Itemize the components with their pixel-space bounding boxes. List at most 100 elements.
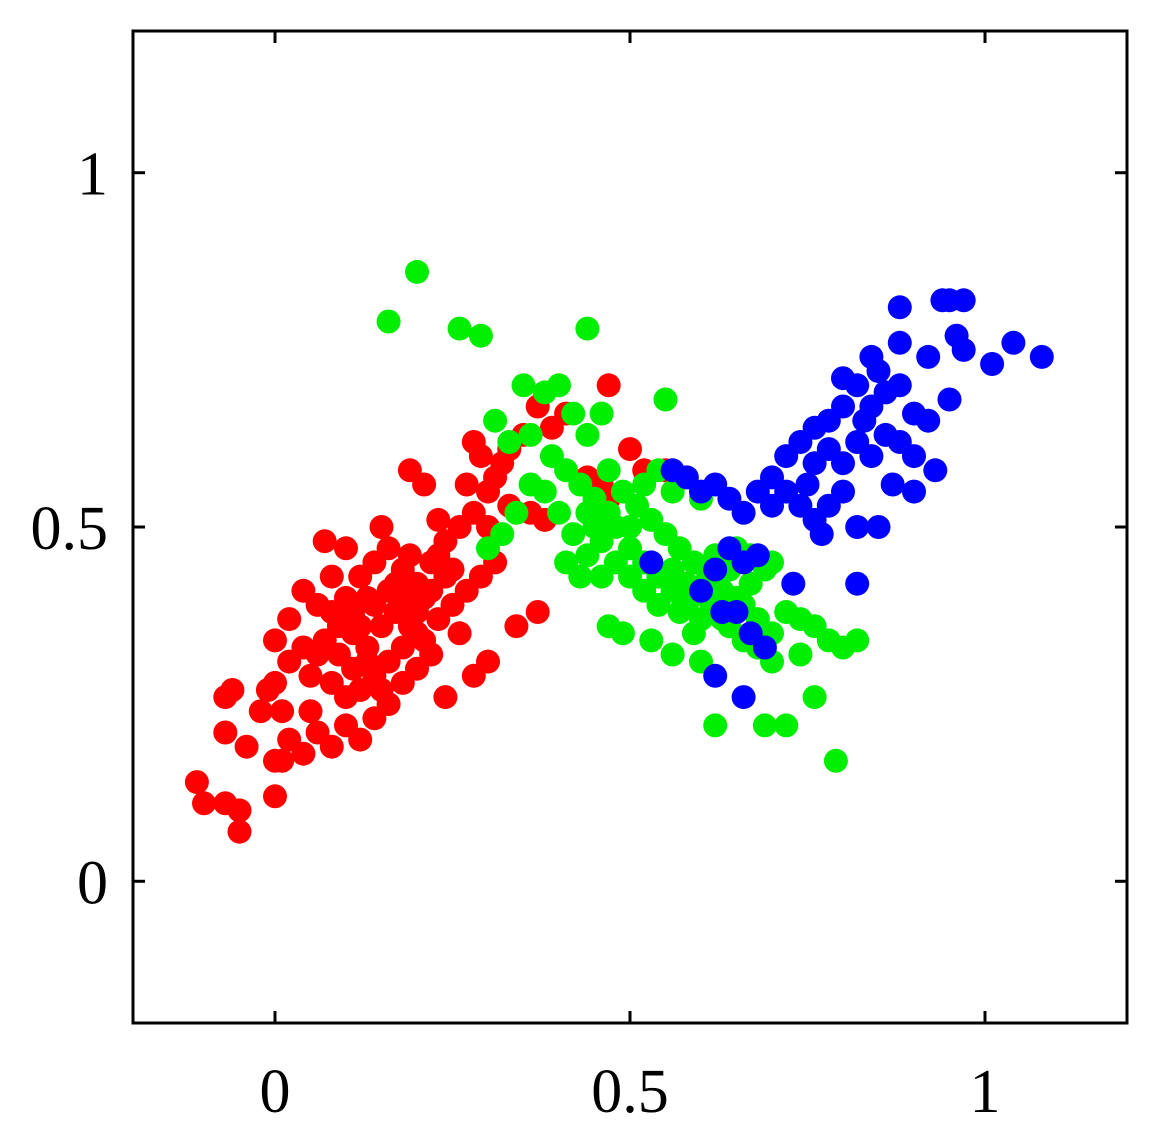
data-point [369,678,394,702]
data-point [227,798,252,823]
data-point [248,699,273,724]
data-point [575,316,600,341]
data-point [937,387,962,412]
data-point [192,791,216,816]
data-point [887,330,912,355]
data-point [255,678,280,702]
data-point [518,422,543,447]
data-point [568,564,593,589]
data-point [319,734,344,759]
data-point [596,373,621,398]
data-point [788,642,813,667]
data-point [831,479,855,504]
x-tick-label: 0.5 [591,1058,669,1125]
data-point [916,344,941,369]
data-point [405,621,429,646]
data-point [703,713,728,738]
data-point [845,628,870,653]
data-point [511,373,536,398]
data-point [660,458,685,483]
data-point [1029,344,1054,369]
data-point [845,430,870,454]
data-point [561,522,586,547]
data-point [951,288,976,313]
data-point [412,472,437,497]
data-point [547,500,571,525]
data-point [376,536,401,561]
data-point [880,472,905,497]
data-point [447,316,472,341]
data-point [369,515,394,539]
data-point [596,614,621,639]
data-point [234,734,259,759]
data-point [355,585,380,610]
x-tick-label: 0 [260,1058,291,1125]
data-point [348,727,373,752]
data-point [951,337,976,362]
data-point [802,451,827,476]
data-point [923,458,948,483]
data-point [305,642,330,667]
data-point [632,472,657,497]
data-point [291,741,316,766]
data-point [426,507,451,532]
data-point [852,408,877,433]
data-point [184,770,209,795]
data-point [312,529,337,554]
data-point [703,557,728,582]
data-point [760,493,784,518]
data-point [859,344,884,369]
data-point [887,373,912,398]
data-point [454,472,479,497]
data-point [468,323,493,348]
data-point [277,607,302,632]
data-point [774,713,799,738]
data-point [618,437,642,462]
data-point [916,408,941,433]
data-point [639,550,664,575]
data-point [681,621,706,646]
data-point [412,585,437,610]
data-point [263,628,287,653]
data-point [845,571,870,596]
data-point [405,259,429,284]
data-point [582,515,607,539]
data-point [270,699,295,724]
data-point [376,309,401,334]
data-point [646,592,671,617]
axis-ticks: 0 0.5 1 0 0.5 1 [31,31,1127,1125]
data-point [490,522,515,547]
data-point [497,430,522,454]
data-point [752,635,777,660]
data-point [845,515,870,539]
y-tick-label: 0.5 [31,495,109,563]
data-point [1001,330,1026,355]
data-point [774,444,799,469]
data-point [213,720,238,745]
data-point [873,422,898,447]
data-point [689,578,713,603]
data-point [653,387,678,412]
data-point [355,649,380,674]
data-point [447,621,472,646]
data-point [334,536,358,561]
data-point [397,543,422,568]
data-point [866,515,891,539]
data-point [504,614,529,639]
data-point [525,600,550,624]
data-point [887,295,912,320]
data-point [476,479,500,504]
data-point [752,713,777,738]
data-point [724,600,749,624]
data-point [433,685,458,710]
data-point [795,472,820,497]
data-point [703,663,728,688]
data-point [809,522,834,547]
y-tick-label: 0 [77,849,108,917]
data-point [383,571,408,596]
data-point [440,557,465,582]
data-points [184,259,1054,844]
data-point [461,430,486,454]
data-point [561,401,586,426]
